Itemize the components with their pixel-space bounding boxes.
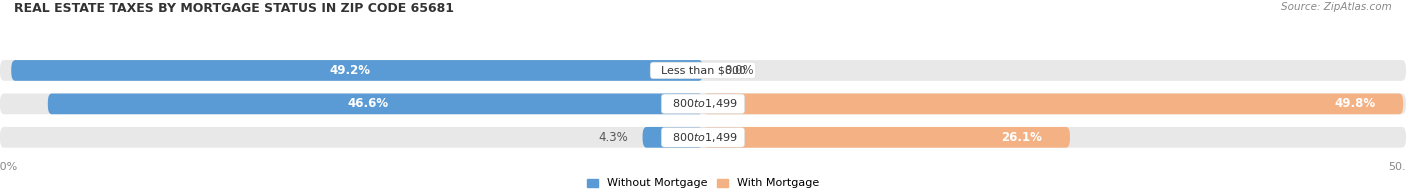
- Text: Source: ZipAtlas.com: Source: ZipAtlas.com: [1281, 2, 1392, 12]
- FancyBboxPatch shape: [703, 127, 1070, 148]
- FancyBboxPatch shape: [0, 60, 1406, 81]
- Text: $800 to $1,499: $800 to $1,499: [665, 131, 741, 144]
- Text: REAL ESTATE TAXES BY MORTGAGE STATUS IN ZIP CODE 65681: REAL ESTATE TAXES BY MORTGAGE STATUS IN …: [14, 2, 454, 15]
- Text: $800 to $1,499: $800 to $1,499: [665, 97, 741, 110]
- FancyBboxPatch shape: [0, 127, 1406, 148]
- FancyBboxPatch shape: [48, 93, 703, 114]
- Text: Less than $800: Less than $800: [654, 65, 752, 75]
- Text: 49.2%: 49.2%: [329, 64, 370, 77]
- Legend: Without Mortgage, With Mortgage: Without Mortgage, With Mortgage: [588, 179, 818, 189]
- Text: 26.1%: 26.1%: [1001, 131, 1042, 144]
- Text: 49.8%: 49.8%: [1334, 97, 1375, 110]
- FancyBboxPatch shape: [0, 93, 1406, 114]
- FancyBboxPatch shape: [11, 60, 703, 81]
- Text: 0.0%: 0.0%: [724, 64, 754, 77]
- FancyBboxPatch shape: [703, 93, 1403, 114]
- FancyBboxPatch shape: [643, 127, 703, 148]
- Text: 4.3%: 4.3%: [599, 131, 628, 144]
- Text: 46.6%: 46.6%: [347, 97, 388, 110]
